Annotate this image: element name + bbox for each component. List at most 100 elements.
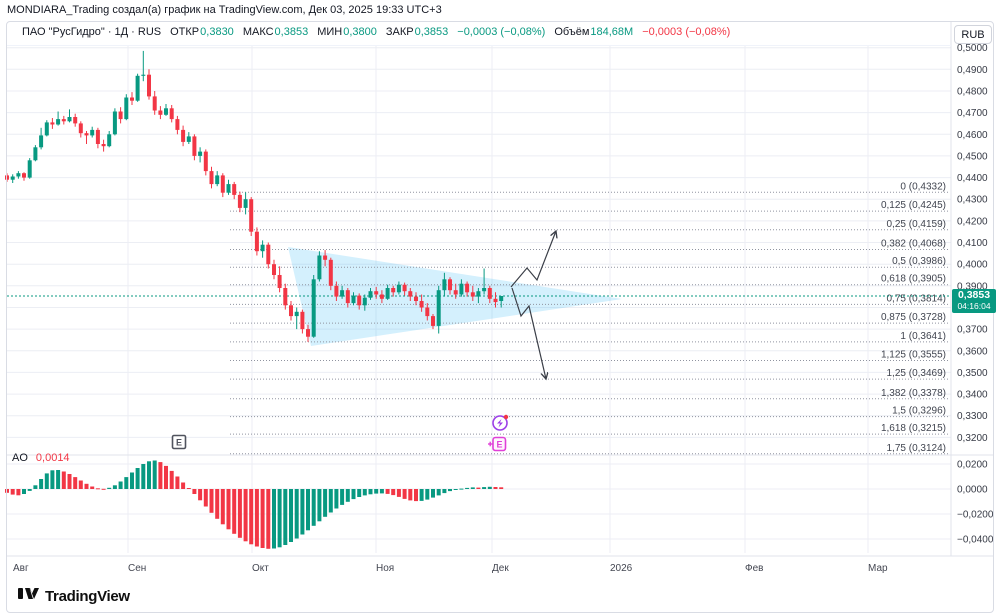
candle-body	[300, 311, 305, 330]
tradingview-logo-icon	[18, 585, 39, 607]
svg-text:0,4300: 0,4300	[957, 195, 988, 206]
candle-body	[112, 111, 117, 135]
candle-body	[266, 244, 271, 265]
candle-body	[220, 175, 225, 193]
candle-body	[73, 117, 78, 124]
svg-text:−0,0200: −0,0200	[957, 510, 994, 521]
candle-body	[249, 199, 254, 232]
trend-arrows[interactable]	[510, 231, 556, 379]
volume-field: Объём 184,68М	[554, 26, 633, 38]
svg-text:0,75 (0,3814): 0,75 (0,3814)	[887, 293, 947, 304]
svg-text:1 (0,3641): 1 (0,3641)	[900, 331, 946, 342]
svg-text:0,5 (0,3986): 0,5 (0,3986)	[892, 256, 946, 267]
candle-body	[147, 74, 151, 97]
notification-dot	[503, 414, 509, 420]
ao-bar	[254, 489, 259, 547]
candle-body	[294, 311, 299, 317]
candle-body	[130, 97, 134, 101]
ao-bar	[73, 477, 78, 489]
ao-bar	[436, 489, 441, 496]
ao-bar	[16, 489, 21, 496]
candlestick-series	[5, 50, 504, 342]
ao-bar	[323, 489, 328, 517]
candle-body	[311, 279, 316, 337]
svg-text:0,3300: 0,3300	[957, 411, 988, 422]
svg-text:0,3900: 0,3900	[957, 281, 988, 292]
candle-body	[198, 151, 203, 156]
ao-bar	[272, 489, 276, 549]
candle-body	[61, 119, 66, 122]
chart-legend[interactable]: ПАО "РусГидро" · 1Д · RUS ОТКР 0,3830 МА…	[22, 26, 730, 38]
ao-bar	[345, 489, 350, 502]
candle-body	[283, 288, 288, 306]
candle-body	[215, 175, 220, 185]
candle-body	[476, 291, 481, 297]
svg-text:Ноя: Ноя	[376, 563, 394, 574]
symbol-title[interactable]: ПАО "РусГидро" · 1Д · RUS	[22, 26, 162, 38]
ao-bar	[95, 488, 100, 490]
ao-bar	[396, 489, 401, 497]
candle-body	[351, 295, 356, 304]
candle-body	[487, 288, 492, 299]
ao-bar	[249, 489, 254, 545]
price-axis-labels[interactable]: 0,5000 0,4900 0,4800 0,4700 0,4600 0,4500 0,44…	[957, 43, 994, 545]
candle-body	[362, 297, 367, 306]
ao-bar	[493, 487, 498, 489]
ao-bar	[78, 480, 83, 489]
svg-text:0,4500: 0,4500	[957, 151, 988, 162]
candle-body	[254, 231, 259, 252]
arrow-up-drawing	[510, 231, 556, 288]
candle-body	[203, 151, 208, 172]
svg-text:0,4600: 0,4600	[957, 130, 988, 141]
svg-text:0,4900: 0,4900	[957, 65, 988, 76]
svg-text:0,5000: 0,5000	[957, 43, 988, 54]
svg-text:E: E	[496, 440, 502, 450]
candle-body	[107, 134, 112, 147]
ao-bar	[101, 488, 106, 490]
candle-body	[232, 184, 237, 195]
candle-body	[84, 133, 89, 136]
currency-button[interactable]: RUB	[954, 25, 992, 44]
ao-bar	[107, 487, 112, 489]
ao-bar	[306, 489, 310, 531]
svg-text:0,125 (0,4245): 0,125 (0,4245)	[881, 200, 946, 211]
ao-bar	[67, 474, 72, 489]
fib-retracement[interactable]: 0 (0,4332) 0,125 (0,4245) 0,25 (0,4159) 0,3…	[230, 181, 948, 455]
ao-indicator-legend[interactable]: AO 0,0014	[12, 452, 70, 464]
ao-bar	[56, 470, 61, 489]
ao-bar	[44, 473, 49, 489]
candle-body	[408, 291, 413, 297]
ao-bar	[379, 489, 384, 494]
svg-text:0,618 (0,3905): 0,618 (0,3905)	[881, 274, 946, 285]
tradingview-logo[interactable]: TradingView	[18, 585, 130, 607]
ao-bar	[61, 471, 66, 489]
last-price-tag: 0,3853 04:16:04	[952, 289, 996, 313]
ao-bar	[431, 489, 435, 498]
candle-body	[50, 122, 55, 125]
ao-bar	[277, 489, 282, 548]
upcoming-earnings-icon	[492, 436, 507, 452]
svg-text:0,4800: 0,4800	[957, 87, 988, 98]
ao-bar	[419, 489, 424, 501]
candle-body	[499, 296, 504, 301]
bar-countdown: 04:16:04	[957, 300, 991, 311]
high-value: 0,3853	[274, 26, 309, 38]
ao-bar	[237, 489, 242, 538]
ao-bar	[203, 489, 208, 507]
ao-bar	[476, 487, 481, 489]
ao-bar	[459, 488, 464, 490]
ao-bar	[391, 489, 396, 496]
svg-text:Фев: Фев	[745, 563, 763, 574]
ao-bar	[141, 464, 146, 489]
ao-bar	[209, 489, 214, 513]
lightning-bolt-icon	[497, 419, 503, 428]
ao-bar	[181, 482, 186, 489]
time-axis-labels[interactable]: Авг Сен Окт Ноя Дек 2026 Фев Мар	[13, 563, 888, 574]
candle-body	[10, 176, 15, 180]
ao-bar	[220, 489, 225, 525]
svg-text:Авг: Авг	[13, 563, 29, 574]
ao-bar	[33, 485, 38, 489]
ao-bar	[147, 461, 151, 489]
